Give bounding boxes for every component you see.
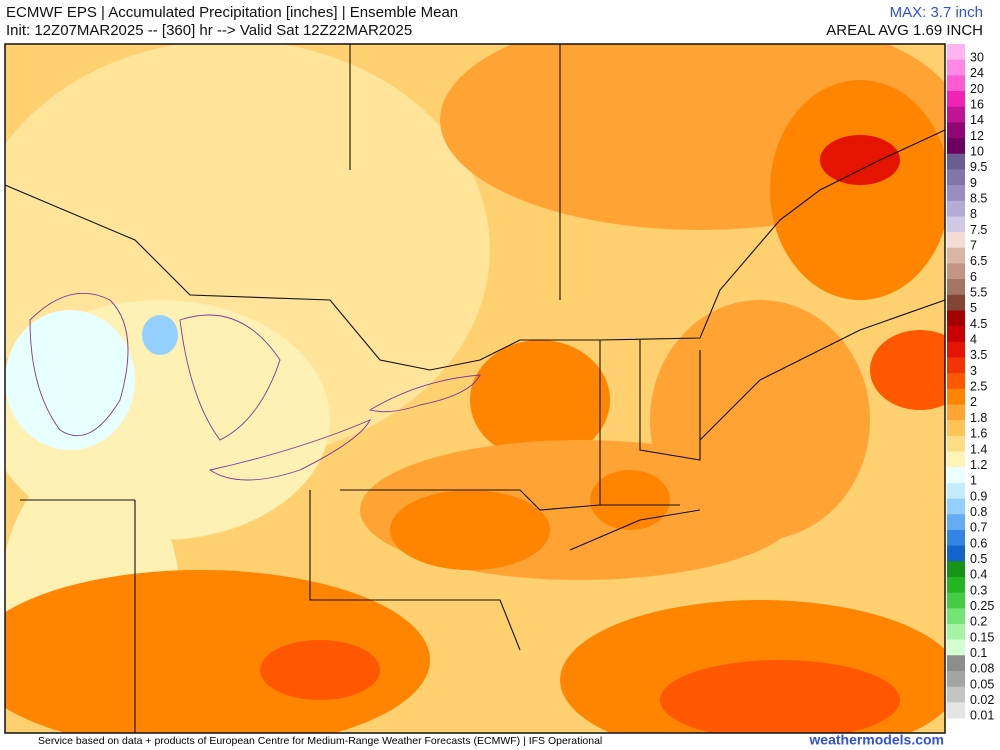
colorbar-label: 4.5 <box>970 317 987 331</box>
colorbar-label: 20 <box>970 82 984 96</box>
colorbar-swatch <box>947 404 965 421</box>
colorbar-label: 12 <box>970 129 984 143</box>
colorbar-swatch <box>947 232 965 249</box>
colorbar-swatch <box>947 592 965 609</box>
colorbar-label: 3.5 <box>970 348 987 362</box>
colorbar-swatch <box>947 44 965 61</box>
colorbar-label: 24 <box>970 66 984 80</box>
colorbar-swatch <box>947 451 965 468</box>
colorbar-swatch <box>947 263 965 280</box>
colorbar-swatch <box>947 639 965 656</box>
colorbar-label: 0.8 <box>970 505 987 519</box>
colorbar-swatch <box>947 420 965 437</box>
colorbar-label: 16 <box>970 97 984 111</box>
credit: Service based on data + products of Euro… <box>38 735 602 747</box>
colorbar-label: 0.15 <box>970 630 994 644</box>
colorbar-swatch <box>947 373 965 390</box>
colorbar-swatch <box>947 294 965 311</box>
colorbar-swatch <box>947 561 965 578</box>
colorbar-label: 1.8 <box>970 411 987 425</box>
colorbar-swatch <box>947 106 965 123</box>
colorbar-label: 0.08 <box>970 662 994 676</box>
colorbar-label: 0.1 <box>970 646 987 660</box>
colorbar-swatch <box>947 435 965 453</box>
colorbar-swatch <box>947 576 965 594</box>
colorbar-swatch <box>947 529 965 547</box>
colorbar-label: 0.01 <box>970 709 994 723</box>
colorbar-label: 2.5 <box>970 380 987 394</box>
colorbar-label: 7.5 <box>970 223 987 237</box>
map <box>5 44 945 733</box>
colorbar-label: 0.25 <box>970 599 994 613</box>
colorbar-label: 6.5 <box>970 254 987 268</box>
subtitle: Init: 12Z07MAR2025 -- [360] hr --> Valid… <box>6 22 412 39</box>
colorbar-label: 5.5 <box>970 286 987 300</box>
colorbar-swatch <box>947 655 965 672</box>
colorbar-swatch <box>947 169 965 186</box>
colorbar-label: 0.6 <box>970 536 987 550</box>
colorbar-swatch <box>947 670 965 688</box>
colorbar-label: 1.6 <box>970 427 987 441</box>
colorbar-swatch <box>947 247 965 264</box>
colorbar-label: 30 <box>970 50 984 64</box>
colorbar-swatch <box>947 122 965 139</box>
colorbar-swatch <box>947 545 965 562</box>
colorbar-swatch <box>947 357 965 374</box>
colorbar-swatch <box>947 623 965 641</box>
colorbar-label: 9.5 <box>970 160 987 174</box>
colorbar-swatch <box>947 608 965 625</box>
colorbar-swatch <box>947 216 965 233</box>
colorbar-swatch <box>947 341 965 358</box>
title: ECMWF EPS | Accumulated Precipitation [i… <box>6 4 458 21</box>
colorbar-swatch <box>947 59 965 76</box>
colorbar-label: 0.4 <box>970 568 987 582</box>
colorbar-label: 3 <box>970 364 977 378</box>
colorbar-label: 0.3 <box>970 583 987 597</box>
colorbar-swatch <box>947 702 965 719</box>
colorbar-label: 4 <box>970 333 977 347</box>
colorbar-label: 0.02 <box>970 693 994 707</box>
colorbar-swatch <box>947 326 965 343</box>
colorbar-label: 0.5 <box>970 552 987 566</box>
colorbar-swatch <box>947 185 965 202</box>
colorbar-swatch <box>947 279 965 296</box>
colorbar-label: 1.4 <box>970 442 987 456</box>
colorbar-label: 1 <box>970 474 977 488</box>
colorbar-label: 5 <box>970 301 977 315</box>
colorbar-label: 6 <box>970 270 977 284</box>
colorbar-swatch <box>947 310 965 327</box>
colorbar-swatch <box>947 482 965 500</box>
colorbar: 302420161412109.598.587.576.565.554.543.… <box>947 44 994 723</box>
colorbar-swatch <box>947 467 965 484</box>
colorbar-label: 8 <box>970 207 977 221</box>
colorbar-label: 1.2 <box>970 458 987 472</box>
colorbar-swatch <box>947 514 965 531</box>
colorbar-swatch <box>947 91 965 108</box>
colorbar-label: 10 <box>970 144 984 158</box>
colorbar-label: 2 <box>970 395 977 409</box>
colorbar-swatch <box>947 153 965 170</box>
colorbar-swatch <box>947 686 965 703</box>
colorbar-swatch <box>947 200 965 217</box>
site: weathermodels.com <box>808 732 944 748</box>
colorbar-swatch <box>947 388 965 406</box>
colorbar-label: 8.5 <box>970 191 987 205</box>
colorbar-swatch <box>947 75 965 92</box>
colorbar-swatch <box>947 138 965 155</box>
areal-avg: AREAL AVG 1.69 INCH <box>826 22 983 39</box>
colorbar-label: 0.7 <box>970 521 987 535</box>
max-label: MAX: 3.7 inch <box>890 4 983 21</box>
colorbar-label: 0.9 <box>970 489 987 503</box>
colorbar-label: 0.2 <box>970 615 987 629</box>
colorbar-label: 7 <box>970 238 977 252</box>
colorbar-label: 0.05 <box>970 677 994 691</box>
colorbar-swatch <box>947 498 965 515</box>
colorbar-label: 9 <box>970 176 977 190</box>
colorbar-label: 14 <box>970 113 984 127</box>
map-frame <box>4 43 946 734</box>
